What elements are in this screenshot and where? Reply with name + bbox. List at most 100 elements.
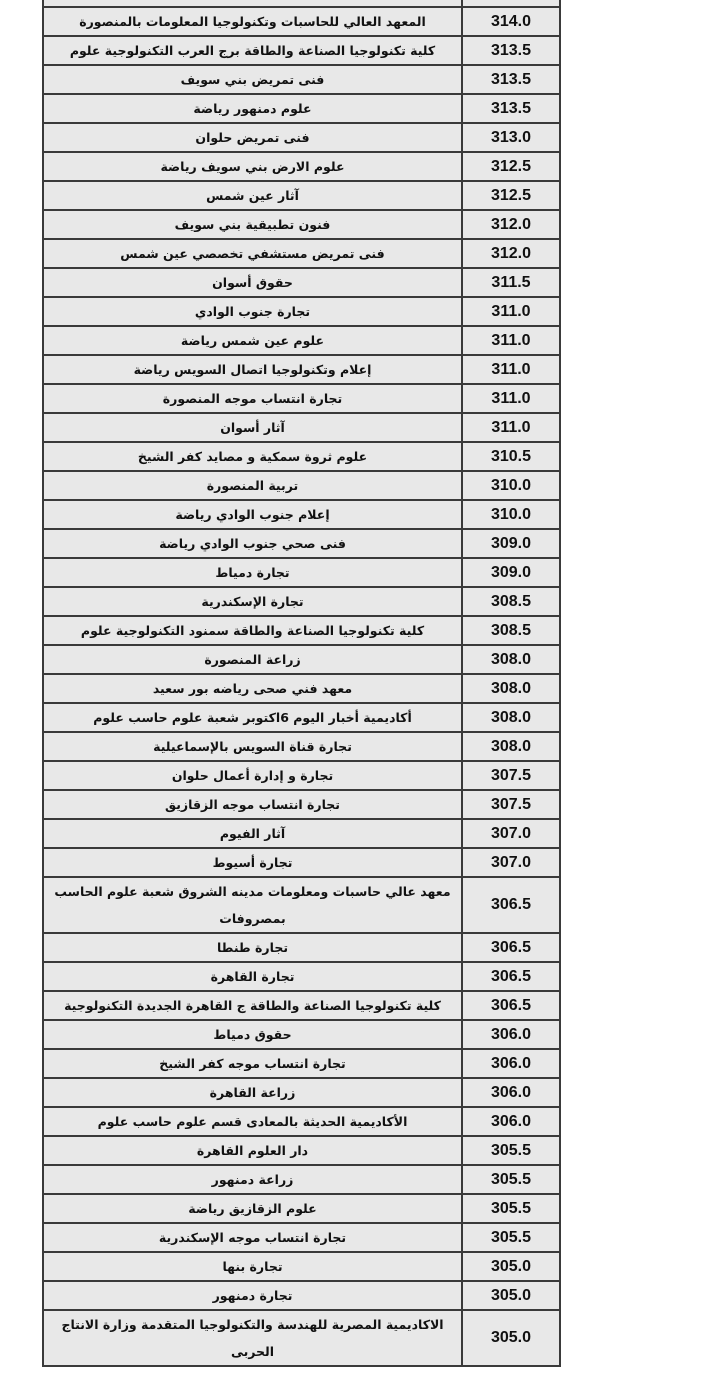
table-row: آثار الفيوم 307.0 — [42, 818, 561, 849]
score-cell: 310.0 — [461, 470, 561, 501]
faculty-name-cell: الأكاديمية الحديثة بالمعادى قسم علوم حاس… — [42, 1106, 463, 1137]
faculty-name-cell: آثار أسوان — [42, 412, 463, 443]
table-row: تجارة بنها 305.0 — [42, 1251, 561, 1282]
faculty-name-cell: زراعة المنصورة — [42, 644, 463, 675]
faculty-name-cell: تجارة انتساب موجه الزقازيق — [42, 789, 463, 820]
table-row: تجارة دمنهور 305.0 — [42, 1280, 561, 1311]
faculty-name-cell: تجارة الإسكندرية — [42, 586, 463, 617]
score-cell: 311.0 — [461, 354, 561, 385]
score-cell: 311.0 — [461, 296, 561, 327]
table-row: علوم دمنهور رياضة 313.5 — [42, 93, 561, 124]
table-row — [42, 0, 561, 8]
score-cell: 309.0 — [461, 528, 561, 559]
table-row: تجارة و إدارة أعمال حلوان 307.5 — [42, 760, 561, 791]
score-cell: 306.0 — [461, 1048, 561, 1079]
score-cell: 306.5 — [461, 932, 561, 963]
table-row: فنى تمريض مستشفي تخصصي عين شمس 312.0 — [42, 238, 561, 269]
faculty-name-cell: تجارة قناة السويس بالإسماعيلية — [42, 731, 463, 762]
score-cell: 314.0 — [461, 6, 561, 37]
faculty-name-cell: الاكاديمية المصرية للهندسة والتكنولوجيا … — [42, 1309, 463, 1367]
score-cell: 307.5 — [461, 760, 561, 791]
faculty-name-cell: تجارة انتساب موجه المنصورة — [42, 383, 463, 414]
score-cell: 305.0 — [461, 1280, 561, 1311]
table-row: علوم عين شمس رياضة 311.0 — [42, 325, 561, 356]
table-row: تجارة انتساب موجه الإسكندرية 305.5 — [42, 1222, 561, 1253]
score-cell: 312.0 — [461, 238, 561, 269]
table-row: تربية المنصورة 310.0 — [42, 470, 561, 501]
faculty-name-cell: تجارة دمياط — [42, 557, 463, 588]
table-row: معهد عالي حاسبات ومعلومات مدينه الشروق ش… — [42, 876, 561, 934]
score-cell: 305.5 — [461, 1193, 561, 1224]
faculty-name-cell: فنى تمريض بني سويف — [42, 64, 463, 95]
score-cell: 308.0 — [461, 702, 561, 733]
score-cell: 306.0 — [461, 1077, 561, 1108]
faculty-name-cell: تجارة انتساب موجه الإسكندرية — [42, 1222, 463, 1253]
score-cell: 306.5 — [461, 961, 561, 992]
faculty-name-cell: زراعة القاهرة — [42, 1077, 463, 1108]
table-row: زراعة المنصورة 308.0 — [42, 644, 561, 675]
table-row: فنى تمريض حلوان 313.0 — [42, 122, 561, 153]
score-cell: 313.5 — [461, 35, 561, 66]
table-row: فنون تطبيقية بني سويف 312.0 — [42, 209, 561, 240]
faculty-name-cell: كلية تكنولوجيا الصناعة والطاقة برج العرب… — [42, 35, 463, 66]
score-cell: 305.5 — [461, 1222, 561, 1253]
table-row: إعلام وتكنولوجيا اتصال السويس رياضة 311.0 — [42, 354, 561, 385]
faculty-name-cell — [42, 0, 463, 8]
score-cell: 311.0 — [461, 383, 561, 414]
score-cell: 307.0 — [461, 847, 561, 878]
faculty-name-cell: معهد فني صحى رياضه بور سعيد — [42, 673, 463, 704]
faculty-name-cell: المعهد العالي للحاسبات وتكنولوجيا المعلو… — [42, 6, 463, 37]
table-row: حقوق دمياط 306.0 — [42, 1019, 561, 1050]
table-row: تجارة أسيوط 307.0 — [42, 847, 561, 878]
table-row: معهد فني صحى رياضه بور سعيد 308.0 — [42, 673, 561, 704]
score-cell: 310.0 — [461, 499, 561, 530]
faculty-name-cell: إعلام جنوب الوادي رياضة — [42, 499, 463, 530]
table-row: تجارة القاهرة 306.5 — [42, 961, 561, 992]
score-cell: 311.0 — [461, 325, 561, 356]
faculty-name-cell: زراعة دمنهور — [42, 1164, 463, 1195]
faculty-name-cell: تجارة انتساب موجه كفر الشيخ — [42, 1048, 463, 1079]
score-cell: 307.0 — [461, 818, 561, 849]
table-row: علوم الارض بني سويف رياضة 312.5 — [42, 151, 561, 182]
score-cell: 306.5 — [461, 876, 561, 934]
faculty-name-cell: علوم الارض بني سويف رياضة — [42, 151, 463, 182]
scores-table: المعهد العالي للحاسبات وتكنولوجيا المعلو… — [42, 0, 561, 1367]
table-row: زراعة القاهرة 306.0 — [42, 1077, 561, 1108]
score-cell: 306.5 — [461, 990, 561, 1021]
table-row: علوم الزقازيق رياضة 305.5 — [42, 1193, 561, 1224]
table-row: تجارة انتساب موجه الزقازيق 307.5 — [42, 789, 561, 820]
faculty-name-cell: فنون تطبيقية بني سويف — [42, 209, 463, 240]
faculty-name-cell: إعلام وتكنولوجيا اتصال السويس رياضة — [42, 354, 463, 385]
faculty-name-cell: حقوق دمياط — [42, 1019, 463, 1050]
faculty-name-cell: أكاديمية أخبار اليوم 6اكتوبر شعبة علوم ح… — [42, 702, 463, 733]
score-cell: 312.5 — [461, 151, 561, 182]
table-row: فنى تمريض بني سويف 313.5 — [42, 64, 561, 95]
faculty-name-cell: تجارة طنطا — [42, 932, 463, 963]
faculty-name-cell: فنى تمريض مستشفي تخصصي عين شمس — [42, 238, 463, 269]
table-row: تجارة انتساب موجه المنصورة 311.0 — [42, 383, 561, 414]
score-cell: 306.0 — [461, 1106, 561, 1137]
table-row: دار العلوم القاهرة 305.5 — [42, 1135, 561, 1166]
score-cell: 311.0 — [461, 412, 561, 443]
score-cell — [461, 0, 561, 8]
table-row: أكاديمية أخبار اليوم 6اكتوبر شعبة علوم ح… — [42, 702, 561, 733]
table-row: تجارة قناة السويس بالإسماعيلية 308.0 — [42, 731, 561, 762]
score-cell: 305.0 — [461, 1251, 561, 1282]
table-row: تجارة جنوب الوادي 311.0 — [42, 296, 561, 327]
score-cell: 307.5 — [461, 789, 561, 820]
table-row: كلية تكنولوجيا الصناعة والطاقة سمنود الت… — [42, 615, 561, 646]
faculty-name-cell: علوم الزقازيق رياضة — [42, 1193, 463, 1224]
table-row: تجارة طنطا 306.5 — [42, 932, 561, 963]
score-cell: 305.5 — [461, 1135, 561, 1166]
faculty-name-cell: تجارة بنها — [42, 1251, 463, 1282]
score-cell: 308.0 — [461, 731, 561, 762]
score-cell: 313.5 — [461, 64, 561, 95]
faculty-name-cell: تجارة القاهرة — [42, 961, 463, 992]
faculty-name-cell: تجارة أسيوط — [42, 847, 463, 878]
table-row: المعهد العالي للحاسبات وتكنولوجيا المعلو… — [42, 6, 561, 37]
table-row: فنى صحي جنوب الوادي رياضة 309.0 — [42, 528, 561, 559]
table-row: زراعة دمنهور 305.5 — [42, 1164, 561, 1195]
faculty-name-cell: آثار الفيوم — [42, 818, 463, 849]
table-row: تجارة دمياط 309.0 — [42, 557, 561, 588]
score-cell: 305.0 — [461, 1309, 561, 1367]
